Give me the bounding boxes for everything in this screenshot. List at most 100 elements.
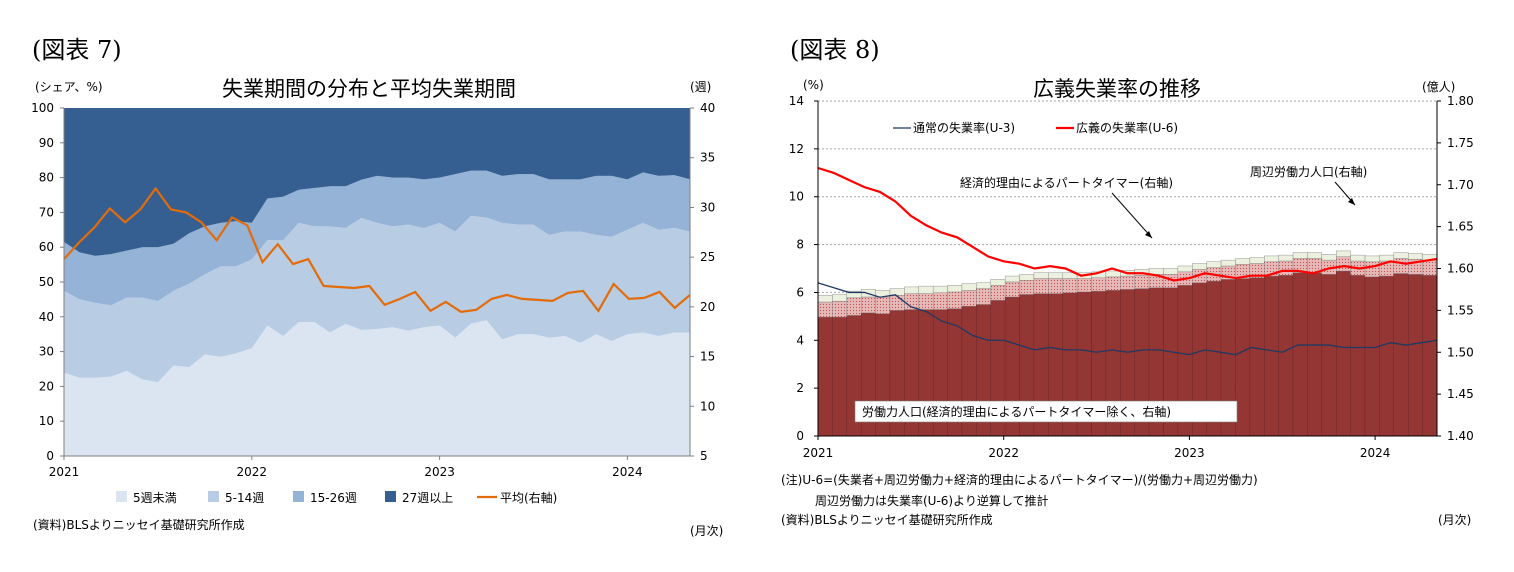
legend-label-u6: 広義の失業率(U-6): [1076, 120, 1178, 135]
legend-swatch-15-26週: [293, 491, 304, 502]
bar-labor: [1235, 278, 1251, 437]
bar-labor: [1422, 275, 1438, 437]
legend-label-5-14週: 5-14週: [225, 491, 264, 505]
source-2: (資料)BLSよりニッセイ基礎研究所作成: [781, 513, 993, 527]
bar-part-time: [1364, 261, 1380, 278]
bar-marginal: [932, 285, 948, 293]
bar-marginal: [832, 294, 847, 302]
bar-marginal: [1235, 258, 1251, 265]
bar-marginal: [1177, 265, 1193, 273]
bar-marginal: [990, 279, 1006, 286]
bar-part-time: [1033, 278, 1049, 294]
bar-part-time: [875, 296, 891, 314]
y-tick-label-right-1: 5: [700, 449, 708, 463]
bar-part-time: [846, 297, 862, 316]
y-tick-label-right-1: 25: [700, 250, 715, 264]
legend-label-5週未満: 5週未満: [133, 491, 177, 505]
y-tick-label-right-2: 1.80: [1447, 94, 1474, 108]
bar-part-time: [1422, 259, 1438, 276]
y-tick-label-left-1: 60: [39, 240, 54, 254]
y-tick-label-right-2: 1.75: [1447, 136, 1474, 150]
figure-label-1: (図表 7): [32, 36, 122, 64]
legend-label-15-26週: 15-26週: [310, 491, 357, 505]
annotation-marginal: 周辺労働力人口(右軸): [1250, 164, 1367, 179]
bar-marginal: [1379, 254, 1395, 262]
bar-marginal: [918, 285, 934, 294]
bar-marginal: [961, 283, 977, 291]
y-tick-label-left-2: 2: [796, 381, 804, 395]
y-tick-label-left-1: 0: [46, 449, 54, 463]
y-tick-label-right-2: 1.70: [1447, 178, 1474, 192]
bar-labor: [832, 316, 847, 437]
area-15-26週: [64, 170, 690, 306]
bar-labor: [817, 316, 833, 437]
bar-marginal: [1249, 257, 1265, 264]
legend-label-27週以上: 27週以上: [402, 491, 453, 505]
bar-marginal: [904, 286, 919, 294]
annotation-labor: 労働力人口(経済的理由によるパートタイマー除く、右軸): [862, 404, 1171, 419]
bar-marginal: [1220, 259, 1236, 267]
bar-part-time: [1278, 260, 1294, 276]
bar-marginal: [947, 285, 963, 293]
bar-labor: [1336, 270, 1351, 437]
chart-1-svg: 0 10 20 30 40 50 60 70 80 90 100 5 10 15 20 25 30 35 40 202…: [31, 101, 715, 505]
y-tick-label-left-2: 8: [796, 238, 804, 252]
y-tick-label-right-1: 10: [700, 399, 715, 413]
right-unit-1: (週): [690, 80, 712, 94]
period-unit-2: (月次): [1438, 513, 1472, 527]
y-tick-label-left-1: 50: [39, 275, 54, 289]
bar-labor: [1278, 275, 1294, 437]
bar-marginal: [1321, 254, 1337, 261]
y-tick-label-right-1: 35: [700, 151, 715, 165]
legend-swatch-27週以上: [385, 491, 396, 502]
bar-marginal: [1163, 268, 1179, 275]
x-tick-label-1: 2023: [424, 465, 455, 479]
y-tick-label-right-1: 20: [700, 300, 715, 314]
annotation-labor-box: [854, 400, 1238, 423]
bar-part-time: [1019, 280, 1035, 295]
chart-title-2: 広義失業率の推移: [1033, 77, 1201, 101]
y-tick-label-left-2: 10: [789, 190, 804, 204]
bar-marginal: [1408, 253, 1423, 260]
bar-labor: [1379, 275, 1395, 437]
y-tick-label-right-2: 1.65: [1447, 220, 1474, 234]
bar-part-time: [961, 290, 977, 307]
bar-part-time: [1105, 276, 1121, 291]
bar-marginal: [1192, 263, 1207, 270]
area-5-14週: [64, 215, 690, 383]
bar-labor: [1249, 277, 1265, 437]
bar-marginal: [1105, 270, 1121, 278]
y-tick-label-right-1: 30: [700, 200, 715, 214]
source-1: (資料)BLSよりニッセイ基礎研究所作成: [33, 518, 245, 532]
bar-labor: [1393, 273, 1409, 437]
area-5週未満: [64, 320, 690, 456]
bar-labor: [1321, 274, 1337, 437]
x-tick-label-2: 2024: [1360, 446, 1391, 460]
bar-marginal: [1048, 272, 1063, 279]
bar-marginal: [1350, 254, 1366, 262]
y-tick-label-right-2: 1.40: [1447, 429, 1474, 443]
annotation-part-arrowhead: [1145, 231, 1152, 238]
bar-marginal: [1033, 272, 1049, 279]
bar-part-time: [1336, 256, 1351, 272]
y-tick-label-left-1: 90: [39, 136, 54, 150]
y-tick-label-right-1: 15: [700, 350, 715, 364]
bar-labor: [1364, 276, 1380, 437]
bar-marginal: [1278, 254, 1294, 262]
bar-part-time: [976, 288, 991, 305]
y-tick-label-left-1: 30: [39, 345, 54, 359]
bar-part-time: [990, 285, 1006, 301]
bar-part-time: [918, 293, 934, 310]
bar-labor: [1350, 275, 1366, 437]
x-tick-label-1: 2024: [612, 465, 643, 479]
y-tick-label-left-2: 14: [789, 94, 804, 108]
bar-part-time: [817, 301, 833, 318]
chart-title-1: 失業期間の分布と平均失業期間: [222, 77, 516, 101]
figure-label-2: (図表 8): [790, 36, 880, 64]
y-tick-label-left-1: 80: [39, 171, 54, 185]
bar-part-time: [1120, 275, 1135, 290]
bar-labor: [1292, 272, 1308, 437]
y-tick-label-left-1: 40: [39, 310, 54, 324]
bar-part-time: [932, 292, 948, 310]
bar-marginal: [817, 295, 833, 303]
